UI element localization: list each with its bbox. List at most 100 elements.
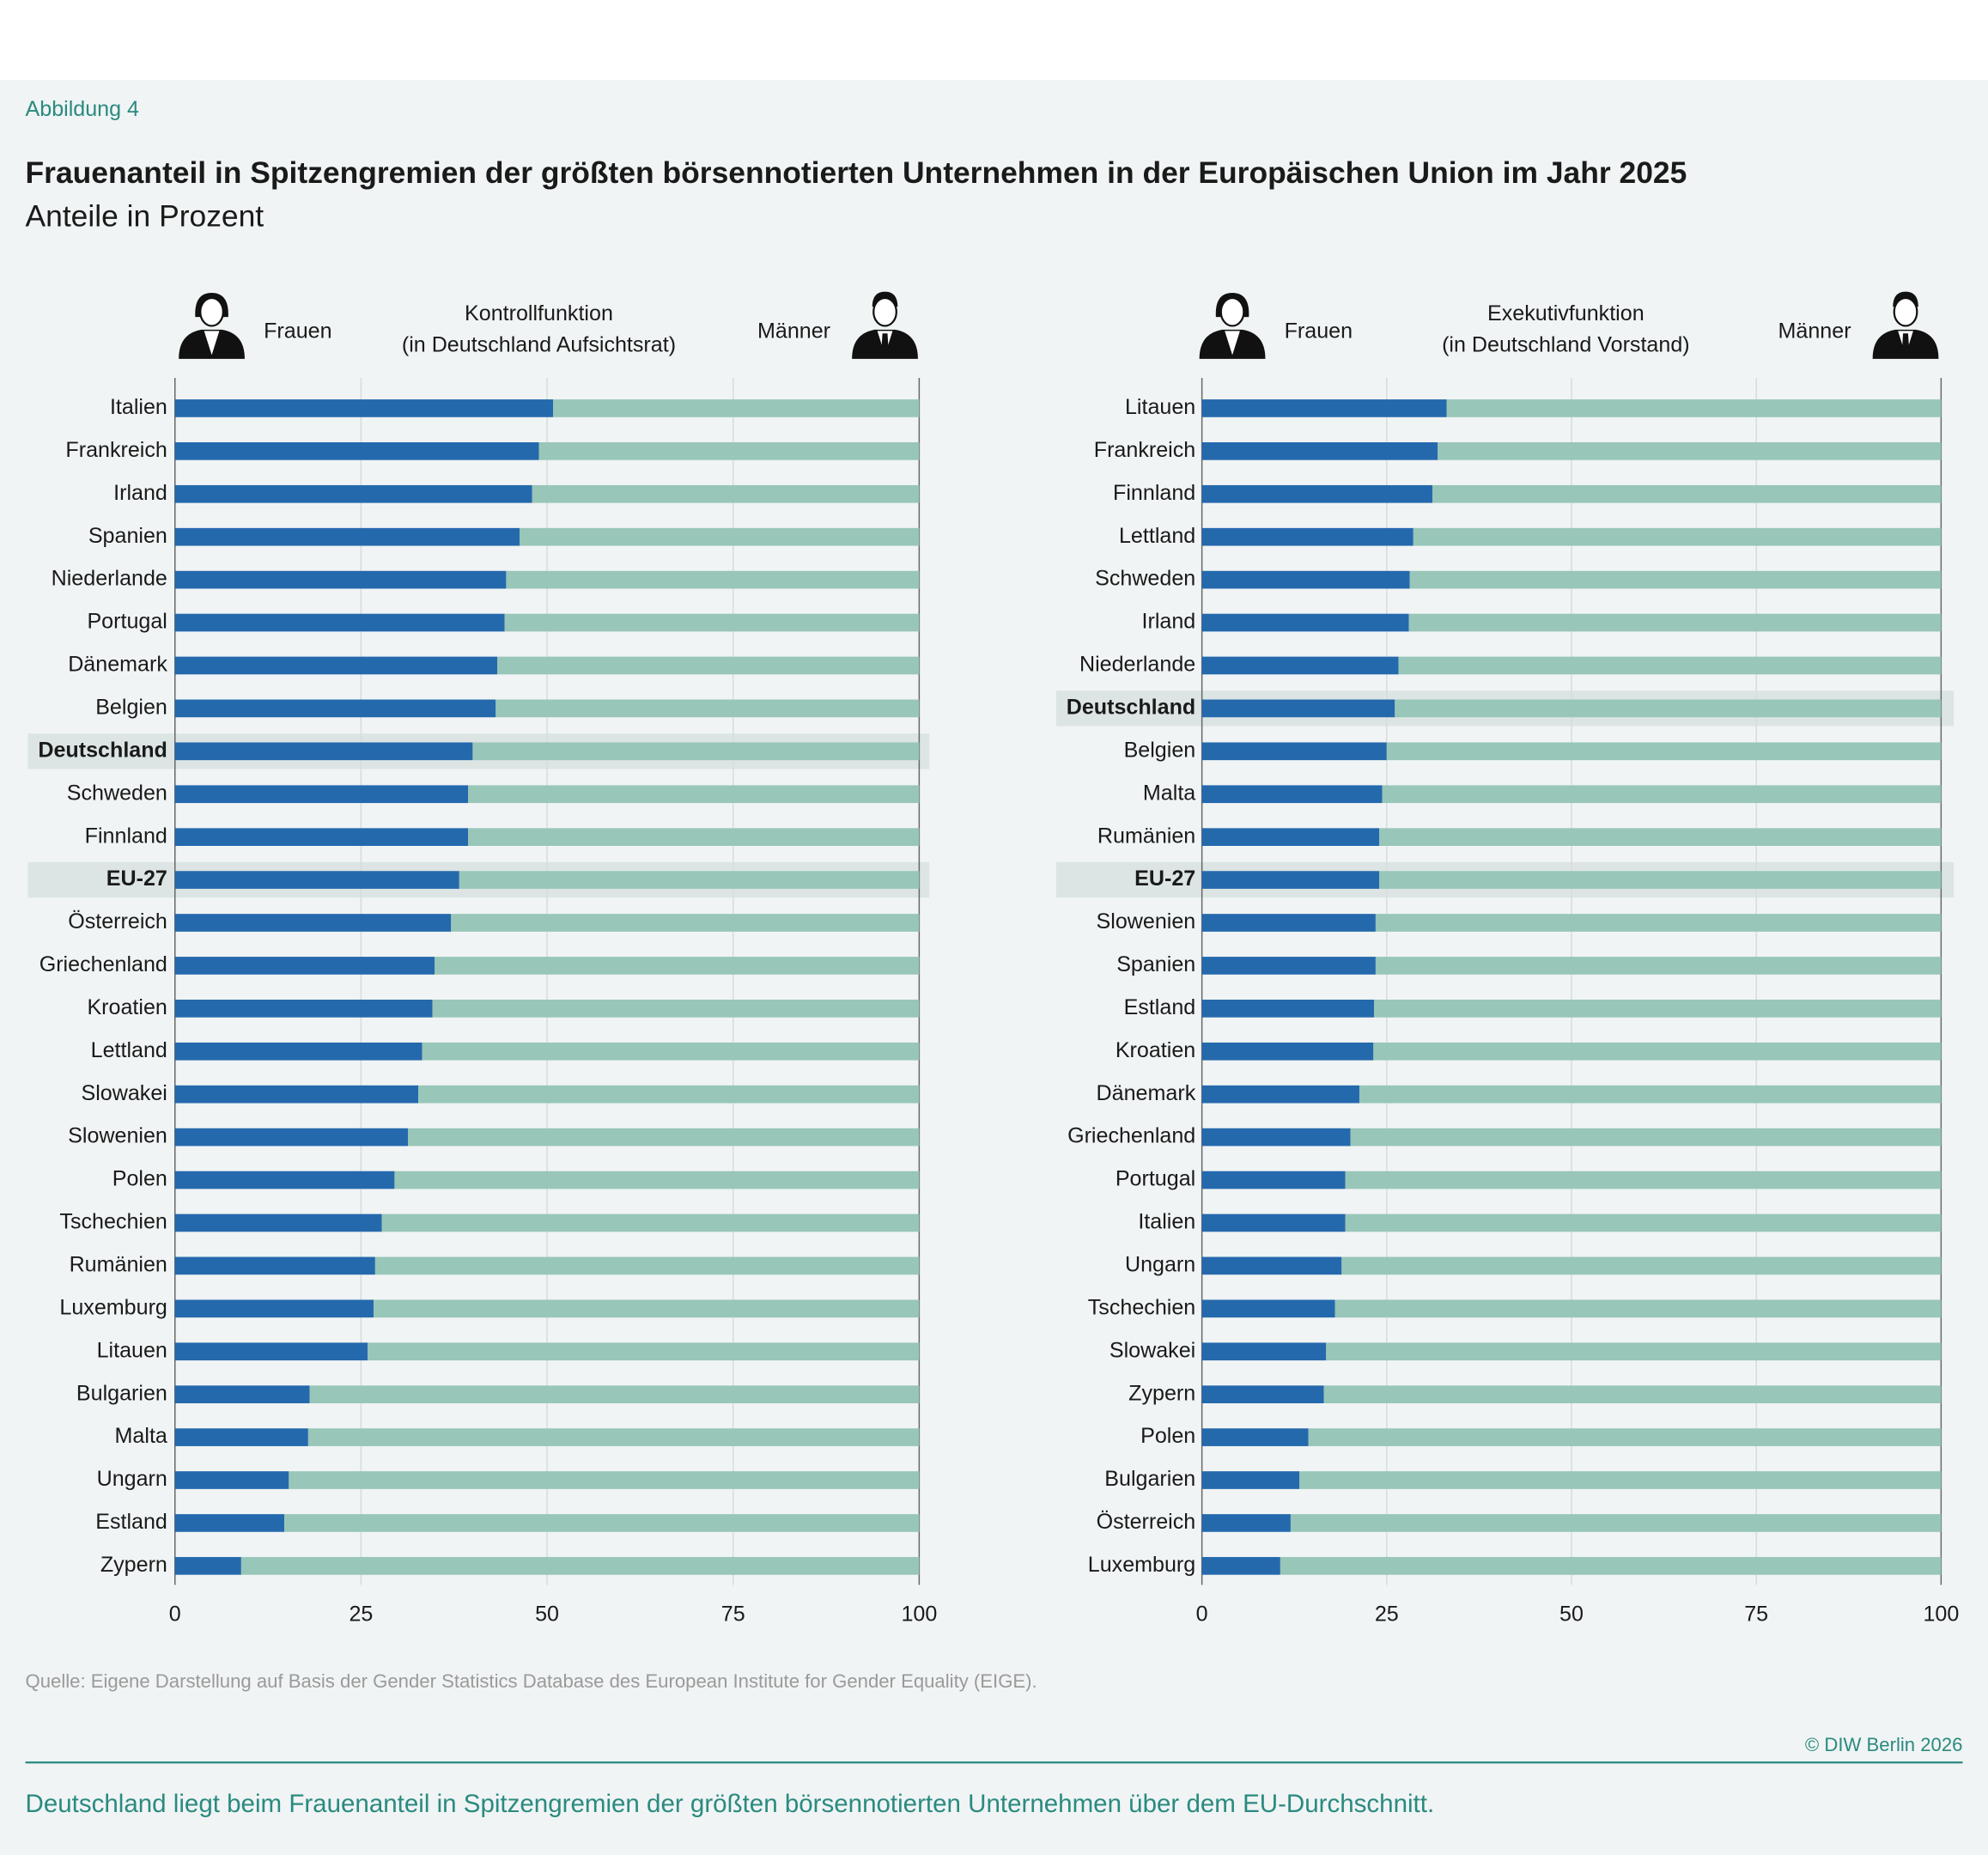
y-tick-label: Niederlande [1079,653,1195,677]
bar [1201,1171,1346,1189]
bar [1201,1299,1335,1318]
bar [1345,1213,1942,1232]
y-tick-label: Österreich [68,909,167,934]
bar [532,484,920,503]
y-tick-label: Polen [1140,1424,1195,1448]
bar [174,527,520,546]
bar [174,613,505,632]
icon-collar [204,331,220,356]
bar [1201,570,1410,589]
bar [1374,1000,1942,1018]
bar [174,1256,375,1275]
y-tick-label: Niederlande [52,567,167,591]
x-tick-label: 25 [1375,1603,1399,1627]
y-tick-label: Lettland [1119,524,1195,548]
bar [1359,1085,1942,1104]
chart-subtitle: Anteile in Prozent [26,198,264,233]
bar [1395,699,1942,718]
y-tick-label: EU-27 [106,867,167,891]
bar [1201,1471,1300,1489]
bar [174,484,532,503]
y-tick-label: Finnland [85,824,167,848]
bar [451,914,920,932]
legend-label: Männer [1778,319,1851,343]
y-tick-label: Kroatien [1116,1038,1195,1062]
y-tick-label: Malta [1143,781,1195,805]
icon-man [852,291,918,359]
y-tick-label: Rumänien [70,1253,167,1277]
bar [1201,1428,1309,1446]
bar [174,656,498,675]
bar [174,1471,289,1489]
bar [1201,828,1380,846]
y-tick-label: Irland [113,481,167,505]
y-tick-label: Slowenien [1097,909,1196,934]
y-tick-label: Schweden [67,781,167,805]
bar [1438,442,1942,460]
bar [520,527,920,546]
bar [1201,871,1380,889]
icon-tie [881,333,889,358]
y-tick-label: Portugal [1116,1167,1195,1191]
bar [309,1385,920,1404]
icon-man [1872,291,1939,359]
bar [497,656,920,675]
bar [1201,1514,1291,1532]
bar [468,828,920,846]
x-tick-label: 0 [169,1603,181,1627]
figure-label: Abbildung 4 [26,97,140,121]
y-tick-label: Portugal [87,610,167,634]
y-tick-label: Schweden [1095,567,1195,591]
y-tick-label: Spanien [88,524,167,548]
y-tick-label: Belgien [95,696,167,720]
bar [1326,1342,1942,1361]
bar [174,742,473,761]
icon-woman [1199,293,1266,359]
bar [1375,914,1942,932]
x-tick-label: 50 [1559,1603,1584,1627]
y-tick-label: Slowakei [82,1081,167,1105]
bar [174,1514,285,1532]
bar [432,1000,920,1018]
x-tick-label: 75 [1744,1603,1768,1627]
panel-subtitle: (in Deutschland Vorstand) [1442,333,1690,357]
bar [174,914,452,932]
x-tick-label: 50 [535,1603,559,1627]
bar [1201,1557,1280,1575]
bar [1290,1514,1942,1532]
bar [1201,527,1413,546]
bar [240,1557,920,1575]
y-tick-label: Estland [95,1510,167,1534]
y-tick-label: Malta [115,1424,167,1448]
bar [174,1342,368,1361]
bar [174,1299,374,1318]
bar [368,1342,920,1361]
y-tick-label: Italien [1138,1210,1195,1234]
y-tick-label: Slowakei [1110,1338,1195,1362]
bar [284,1514,920,1532]
y-tick-label: Irland [1142,610,1196,634]
bar [174,399,554,417]
bar [174,570,507,589]
x-tick-label: 75 [721,1603,745,1627]
bar [1446,399,1942,417]
bar [174,871,459,889]
bar [289,1471,920,1489]
bar [435,957,920,975]
bar [1375,957,1942,975]
bar [174,828,469,846]
bar [1201,1042,1374,1061]
bar [553,399,920,417]
bar [1201,656,1399,675]
bar [1334,1299,1942,1318]
y-tick-label: Rumänien [1097,824,1195,848]
bar [1201,914,1376,932]
y-tick-label: Tschechien [1088,1295,1195,1319]
bar [1299,1471,1942,1489]
icon-head [1893,296,1918,327]
bar [1201,1128,1351,1146]
legend-label: Frauen [264,319,331,343]
y-tick-label: Finnland [1113,481,1195,505]
